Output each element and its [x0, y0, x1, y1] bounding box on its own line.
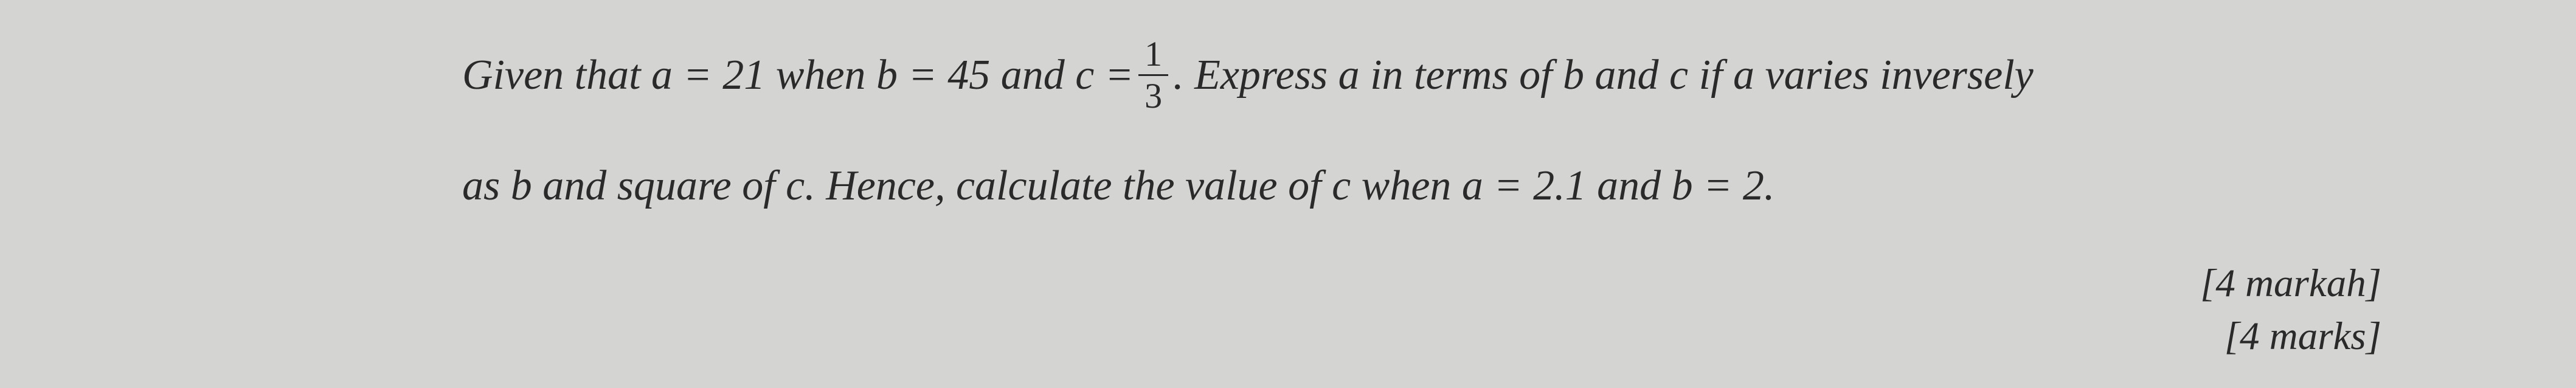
marks-block: [4 markah] [4 marks]: [2200, 257, 2381, 364]
fraction-one-third: 1 3: [1138, 36, 1168, 114]
problem-line-1: Given that a = 21 when b = 45 and c = 1 …: [462, 36, 2406, 114]
line1-text-after-fraction: . Express a in terms of b and c if a var…: [1173, 46, 2034, 105]
problem-line-2: as b and square of c. Hence, calculate t…: [462, 156, 2406, 216]
marks-english: [4 marks]: [2200, 310, 2381, 364]
line1-text-before-fraction: Given that a = 21 when b = 45 and c =: [462, 46, 1134, 105]
fraction-numerator: 1: [1138, 36, 1168, 76]
fraction-denominator: 3: [1138, 76, 1168, 114]
marks-malay: [4 markah]: [2200, 257, 2381, 311]
